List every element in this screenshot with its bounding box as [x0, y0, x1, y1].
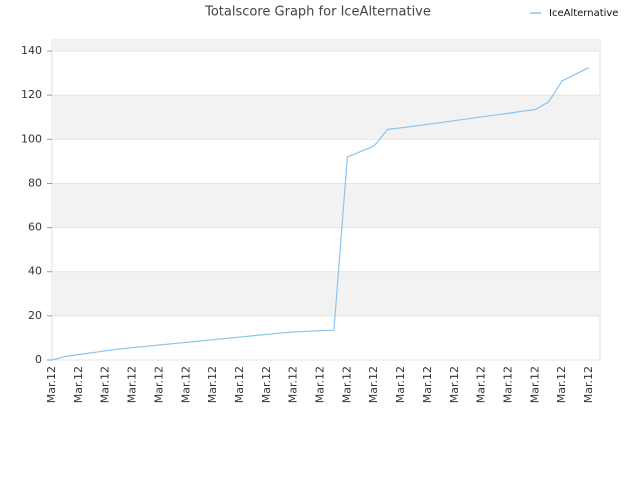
- y-tick-label: 0: [35, 353, 42, 366]
- x-tick-label: Mar.12: [99, 366, 112, 403]
- x-tick-label: Mar.12: [179, 366, 192, 403]
- x-tick-label: Mar.12: [501, 366, 514, 403]
- x-tick-label: Mar.12: [448, 366, 461, 403]
- x-tick-label: Mar.12: [582, 366, 595, 403]
- y-tick-label: 20: [28, 309, 42, 322]
- x-tick-label: Mar.12: [475, 366, 488, 403]
- y-tick-label: 80: [28, 176, 42, 189]
- y-tick-label: 100: [21, 132, 42, 145]
- x-tick-label: Mar.12: [72, 366, 85, 403]
- x-tick-label: Mar.12: [421, 366, 434, 403]
- x-tick-label: Mar.12: [367, 366, 380, 403]
- x-tick-label: Mar.12: [314, 366, 327, 403]
- x-tick-label: Mar.12: [45, 366, 58, 403]
- grid-band: [52, 95, 600, 140]
- grid-band: [52, 271, 600, 316]
- y-tick-label: 120: [21, 88, 42, 101]
- x-tick-label: Mar.12: [340, 366, 353, 403]
- x-tick-label: Mar.12: [206, 366, 219, 403]
- legend-label: IceAlternative: [549, 8, 618, 19]
- x-tick-label: Mar.12: [394, 366, 407, 403]
- y-tick-label: 40: [28, 265, 42, 278]
- line: [51, 67, 590, 361]
- x-tick-label: Mar.12: [233, 366, 246, 403]
- x-tick-label: Mar.12: [126, 366, 139, 403]
- chart-title: Totalscore Graph for IceAlternative: [204, 5, 431, 20]
- y-tick-label: 60: [28, 221, 42, 234]
- x-tick-label: Mar.12: [555, 366, 568, 403]
- x-tick-label: Mar.12: [260, 366, 273, 403]
- x-tick-label: Mar.12: [528, 366, 541, 403]
- x-tick-label: Mar.12: [287, 366, 300, 403]
- y-tick-label: 140: [21, 44, 42, 57]
- grid-band: [52, 183, 600, 228]
- x-tick-label: Mar.12: [152, 366, 165, 403]
- grid-band: [52, 40, 600, 52]
